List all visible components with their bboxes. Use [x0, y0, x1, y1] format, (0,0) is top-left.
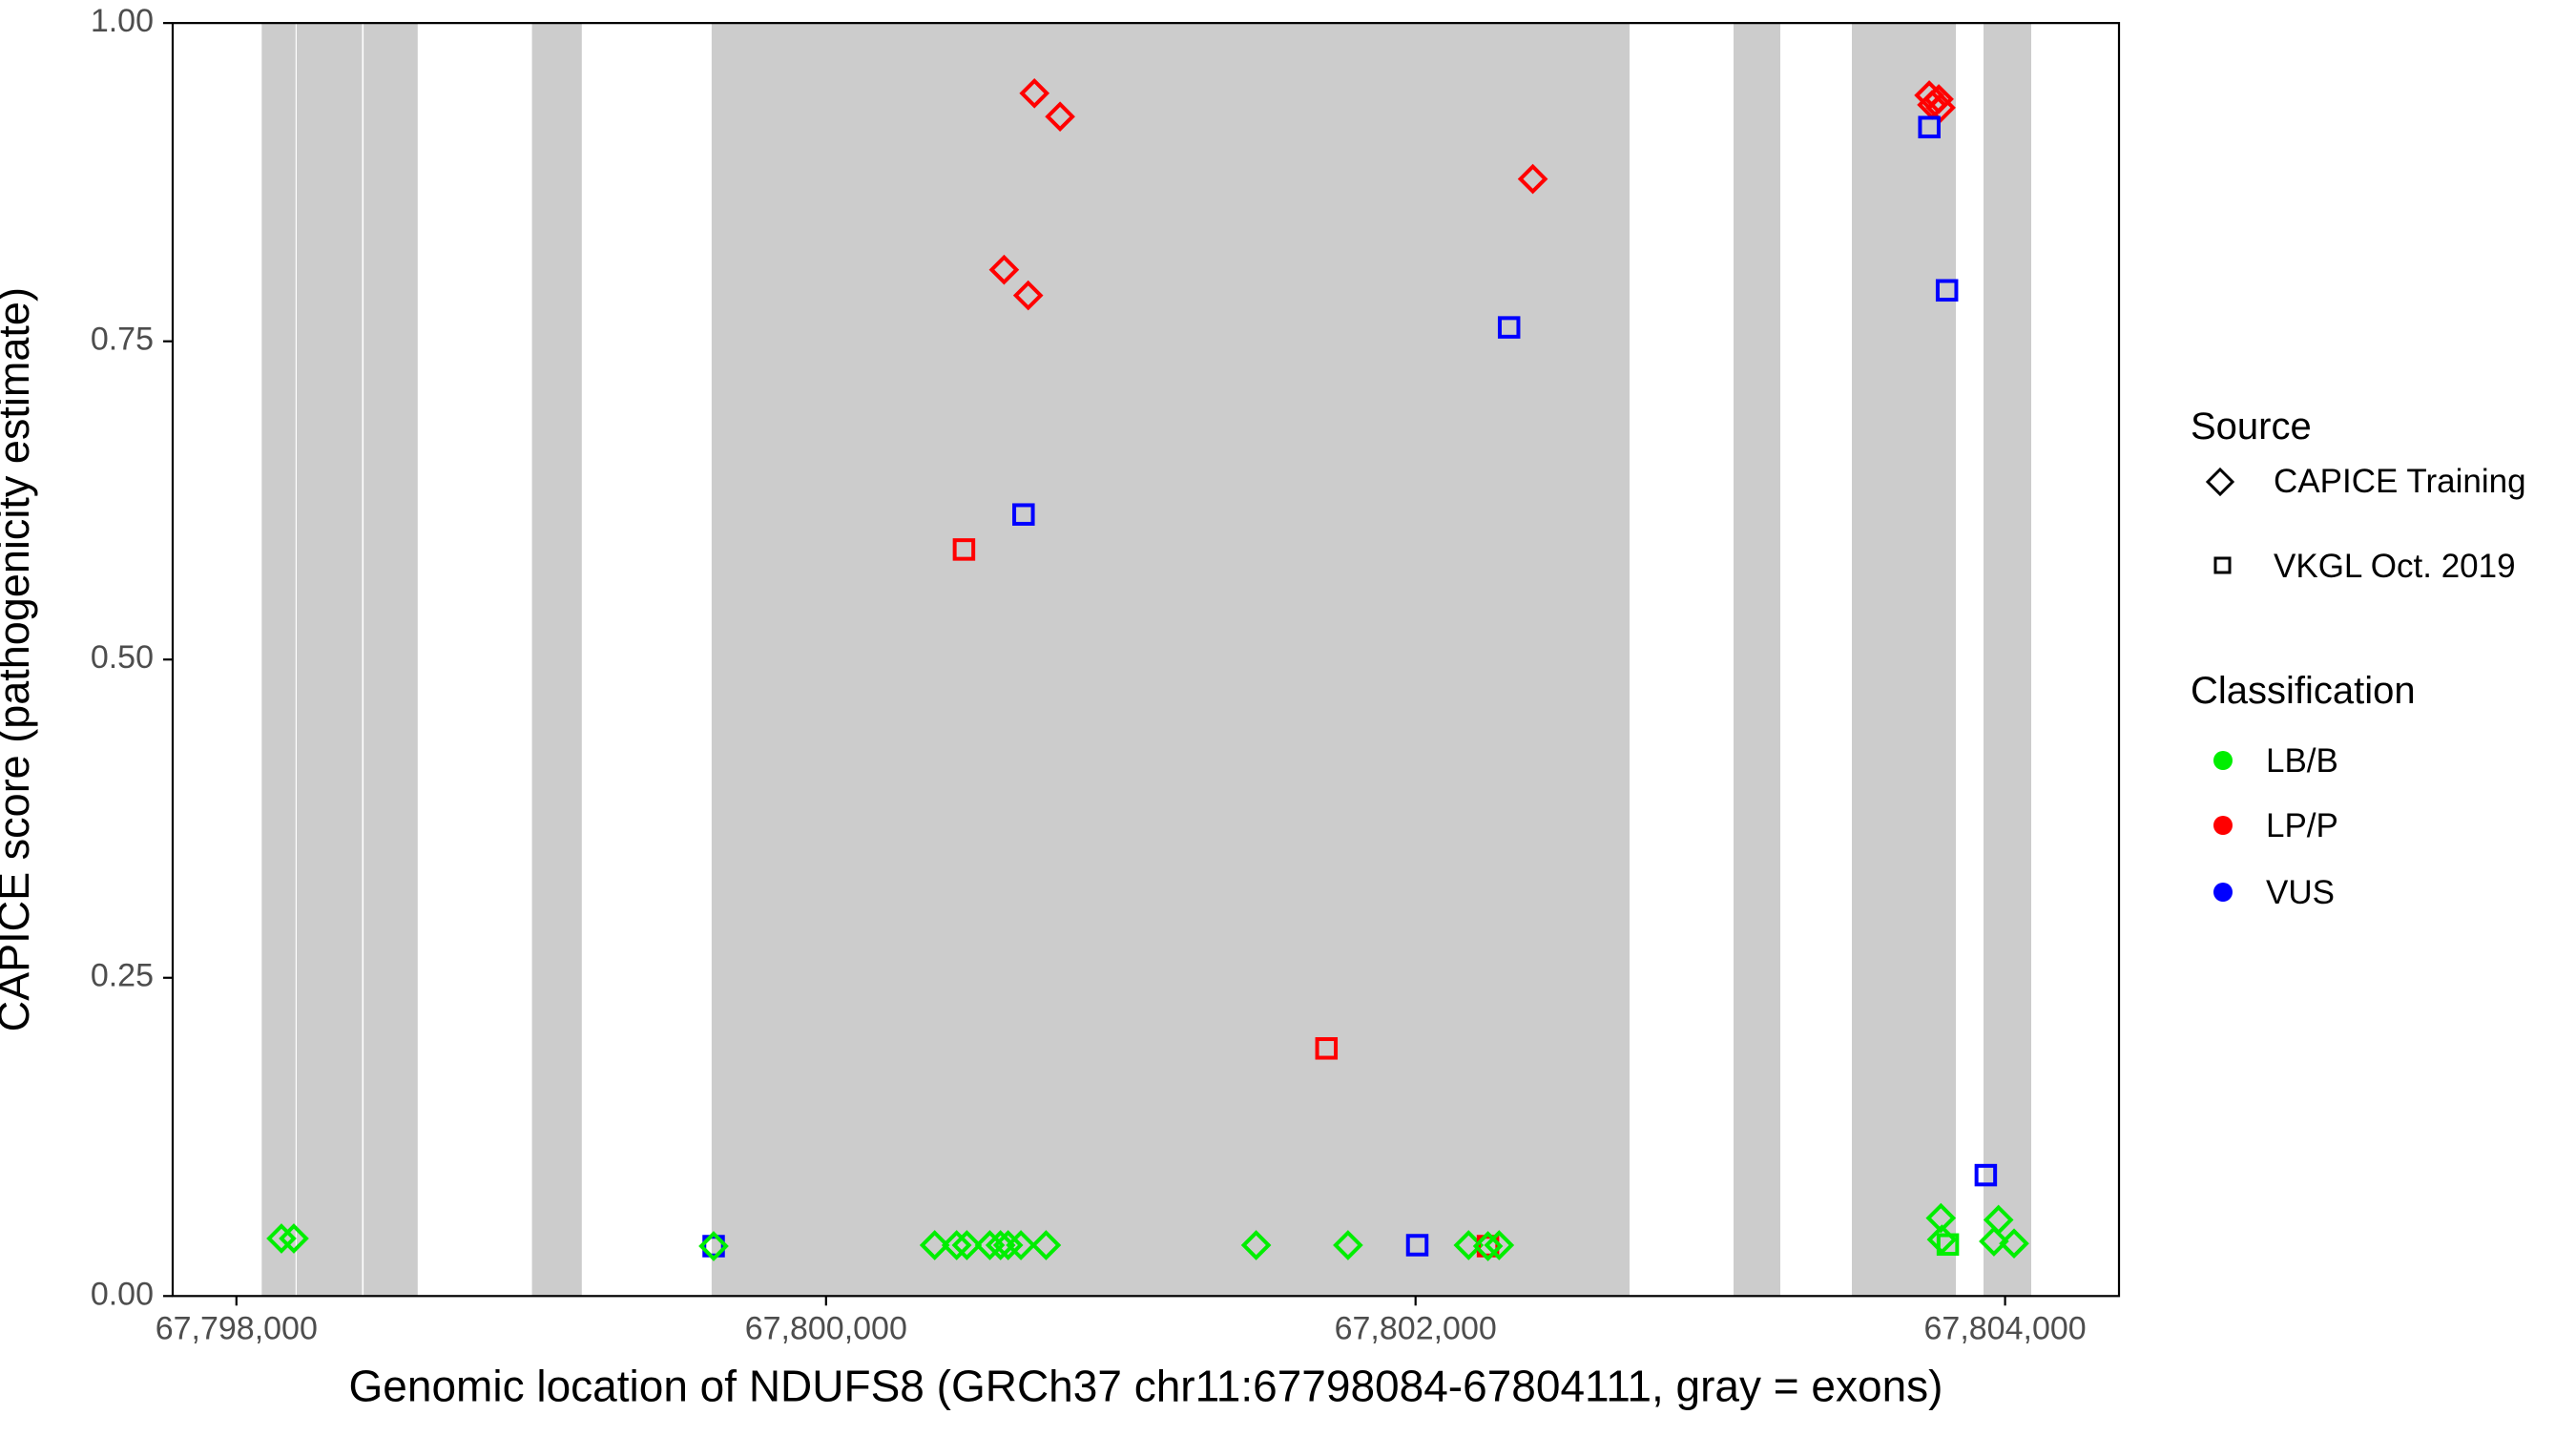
- svg-text:LB/B: LB/B: [2266, 742, 2338, 780]
- svg-text:LP/P: LP/P: [2266, 807, 2338, 844]
- svg-text:0.00: 0.00: [91, 1276, 154, 1312]
- svg-text:Genomic location of NDUFS8 (GR: Genomic location of NDUFS8 (GRCh37 chr11…: [349, 1361, 1943, 1410]
- svg-text:Classification: Classification: [2191, 670, 2416, 712]
- svg-text:0.25: 0.25: [91, 958, 154, 994]
- svg-text:1.00: 1.00: [91, 3, 154, 39]
- svg-text:Source: Source: [2191, 406, 2312, 447]
- svg-text:VUS: VUS: [2266, 874, 2335, 911]
- svg-text:CAPICE score (pathogenicity es: CAPICE score (pathogenicity estimate): [0, 287, 38, 1031]
- svg-text:67,802,000: 67,802,000: [1335, 1310, 1497, 1346]
- svg-text:CAPICE Training: CAPICE Training: [2274, 463, 2526, 500]
- svg-text:67,798,000: 67,798,000: [156, 1310, 318, 1346]
- svg-text:0.50: 0.50: [91, 639, 154, 676]
- svg-text:67,800,000: 67,800,000: [745, 1310, 907, 1346]
- svg-text:67,804,000: 67,804,000: [1924, 1310, 2087, 1346]
- svg-text:VKGL Oct. 2019: VKGL Oct. 2019: [2274, 548, 2516, 585]
- svg-text:0.75: 0.75: [91, 322, 154, 358]
